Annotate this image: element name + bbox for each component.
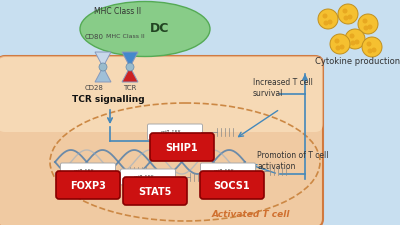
- Circle shape: [362, 19, 368, 24]
- Text: SOCS1: SOCS1: [214, 180, 250, 190]
- Polygon shape: [122, 68, 138, 83]
- Text: STAT5: STAT5: [138, 186, 172, 196]
- Circle shape: [334, 39, 340, 44]
- FancyBboxPatch shape: [150, 133, 214, 161]
- Ellipse shape: [80, 2, 210, 57]
- Circle shape: [322, 14, 328, 19]
- Polygon shape: [95, 68, 111, 83]
- Circle shape: [348, 16, 352, 20]
- Text: Cytokine production: Cytokine production: [316, 57, 400, 66]
- Circle shape: [338, 5, 358, 25]
- Circle shape: [362, 38, 382, 58]
- FancyBboxPatch shape: [56, 171, 120, 199]
- Text: miR-155: miR-155: [74, 169, 94, 174]
- Polygon shape: [122, 53, 138, 68]
- Text: SHIP1: SHIP1: [166, 142, 198, 152]
- Circle shape: [372, 48, 376, 53]
- Text: MHC Class II: MHC Class II: [94, 7, 142, 16]
- Text: CD28: CD28: [84, 85, 104, 91]
- Circle shape: [350, 41, 356, 46]
- Circle shape: [99, 64, 107, 72]
- Circle shape: [364, 26, 368, 31]
- Circle shape: [318, 10, 338, 30]
- Circle shape: [330, 35, 350, 55]
- Circle shape: [344, 16, 348, 21]
- Text: FOXP3: FOXP3: [70, 180, 106, 190]
- FancyBboxPatch shape: [60, 163, 116, 179]
- Circle shape: [366, 42, 372, 47]
- Text: miR-155: miR-155: [161, 130, 181, 135]
- Circle shape: [340, 45, 344, 50]
- Circle shape: [345, 30, 365, 50]
- Text: Activated T cell: Activated T cell: [212, 209, 290, 218]
- FancyBboxPatch shape: [200, 163, 256, 179]
- FancyBboxPatch shape: [123, 177, 187, 205]
- Circle shape: [368, 49, 372, 54]
- Circle shape: [324, 21, 328, 26]
- Text: TCR signalling: TCR signalling: [72, 95, 145, 104]
- FancyBboxPatch shape: [0, 57, 323, 225]
- Text: DC: DC: [150, 21, 170, 34]
- Text: TCR: TCR: [123, 85, 137, 91]
- Polygon shape: [95, 53, 111, 68]
- Circle shape: [342, 9, 348, 14]
- Circle shape: [354, 40, 360, 45]
- Text: miR-155: miR-155: [214, 169, 234, 174]
- Text: miR-155: miR-155: [134, 175, 154, 180]
- Text: MHC Class II: MHC Class II: [106, 34, 144, 39]
- Circle shape: [368, 25, 372, 30]
- FancyBboxPatch shape: [200, 171, 264, 199]
- Circle shape: [328, 20, 332, 25]
- Circle shape: [336, 46, 340, 51]
- Circle shape: [126, 64, 134, 72]
- Circle shape: [358, 15, 378, 35]
- Circle shape: [350, 34, 354, 39]
- Text: Promotion of T cell
activation: Promotion of T cell activation: [257, 151, 328, 170]
- FancyBboxPatch shape: [120, 169, 176, 185]
- Text: CD80: CD80: [84, 34, 104, 40]
- Text: Increased T cell
survival: Increased T cell survival: [253, 78, 313, 97]
- FancyBboxPatch shape: [148, 124, 202, 140]
- FancyBboxPatch shape: [0, 57, 323, 132]
